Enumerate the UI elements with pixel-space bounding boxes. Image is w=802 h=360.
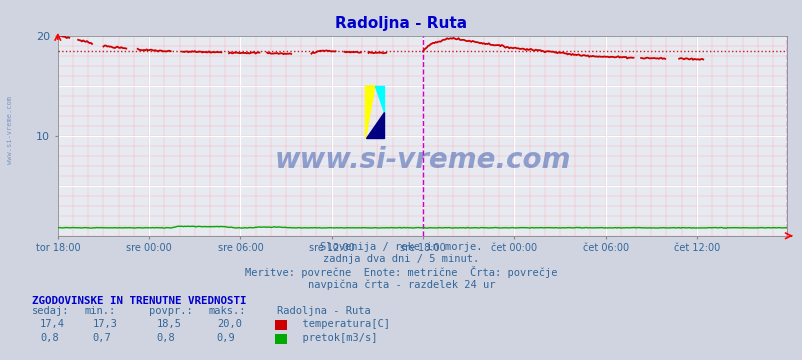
Polygon shape (375, 86, 384, 112)
Text: ZGODOVINSKE IN TRENUTNE VREDNOSTI: ZGODOVINSKE IN TRENUTNE VREDNOSTI (32, 296, 246, 306)
Text: Meritve: povrečne  Enote: metrične  Črta: povrečje: Meritve: povrečne Enote: metrične Črta: … (245, 266, 557, 278)
Text: 20,0: 20,0 (217, 319, 241, 329)
Text: 0,7: 0,7 (92, 333, 111, 343)
Text: sedaj:: sedaj: (32, 306, 70, 316)
Polygon shape (365, 86, 375, 138)
Text: zadnja dva dni / 5 minut.: zadnja dva dni / 5 minut. (323, 254, 479, 264)
Text: Slovenija / reke in morje.: Slovenija / reke in morje. (320, 242, 482, 252)
Text: Radoljna - Ruta: Radoljna - Ruta (277, 306, 371, 316)
Text: temperatura[C]: temperatura[C] (290, 319, 390, 329)
Text: 0,8: 0,8 (156, 333, 175, 343)
Text: pretok[m3/s]: pretok[m3/s] (290, 333, 377, 343)
Text: www.si-vreme.com: www.si-vreme.com (7, 96, 14, 163)
Text: 0,9: 0,9 (217, 333, 235, 343)
Text: min.:: min.: (84, 306, 115, 316)
Text: 17,4: 17,4 (40, 319, 65, 329)
Text: maks.:: maks.: (209, 306, 246, 316)
Text: povpr.:: povpr.: (148, 306, 192, 316)
Text: Radoljna - Ruta: Radoljna - Ruta (335, 16, 467, 31)
Text: 18,5: 18,5 (156, 319, 181, 329)
Polygon shape (365, 112, 384, 138)
Text: navpična črta - razdelek 24 ur: navpična črta - razdelek 24 ur (307, 279, 495, 290)
Text: 0,8: 0,8 (40, 333, 59, 343)
Text: 17,3: 17,3 (92, 319, 117, 329)
Text: www.si-vreme.com: www.si-vreme.com (273, 146, 570, 174)
